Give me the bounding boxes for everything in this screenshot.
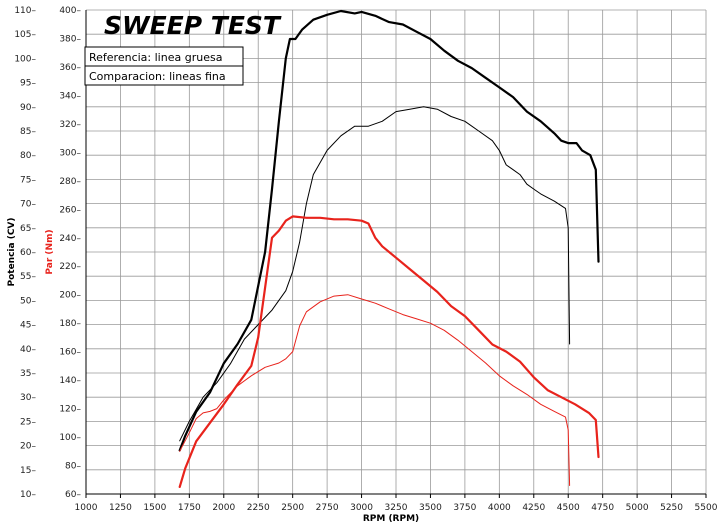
y-left-tick-label: 110–	[14, 6, 36, 16]
y-axis-left-title: Potencia (CV)	[7, 217, 17, 286]
series-layer	[178, 9, 600, 488]
y-left-tick-label: 65–	[20, 224, 36, 234]
y-right-tick-label: 80–	[65, 462, 81, 472]
y-left-tick-label: 20–	[20, 442, 36, 452]
x-tick-label: 5500	[695, 503, 718, 513]
y-right-tick-label: 140–	[59, 376, 81, 386]
x-tick-label: 1750	[178, 503, 201, 513]
y-right-tick-label: 340–	[59, 91, 81, 101]
x-tick-label: 3500	[419, 503, 442, 513]
y-right-tick-label: 160–	[59, 348, 81, 358]
x-tick-label: 3000	[350, 503, 373, 513]
y-right-tick-label: 360–	[59, 63, 81, 73]
x-tick-label: 4000	[488, 503, 511, 513]
series-line-torque-thick	[178, 215, 600, 488]
y-left-tick-label: 90–	[20, 103, 36, 113]
x-tick-label: 1250	[109, 503, 132, 513]
left-axis-ticks: 10– 15– 20– 25– 30– 35– 40– 45– 50– 55– 60– 65– 70– 7…	[14, 6, 36, 500]
y-left-tick-label: 100–	[14, 54, 36, 64]
y-right-tick-label: 60–	[65, 490, 81, 500]
y-right-tick-label: 200–	[59, 291, 81, 301]
y-axis-right-title: Par (Nm)	[45, 229, 55, 274]
y-right-tick-label: 240–	[59, 234, 81, 244]
series-line-power-thick	[178, 9, 600, 452]
y-left-tick-label: 30–	[20, 393, 36, 403]
y-right-tick-label: 280–	[59, 177, 81, 187]
y-left-tick-label: 80–	[20, 151, 36, 161]
x-tick-label: 5250	[660, 503, 683, 513]
x-tick-label: 2500	[281, 503, 304, 513]
x-axis-ticks: 1000 1250 1500 1750 2000 2250 2500 2750 3000 3250…	[75, 494, 718, 513]
x-tick-label: 4500	[557, 503, 580, 513]
y-left-tick-label: 60–	[20, 248, 36, 258]
y-right-tick-label: 380–	[59, 34, 81, 44]
x-tick-label: 5000	[626, 503, 649, 513]
y-right-tick-label: 400–	[59, 6, 81, 16]
y-right-tick-label: 320–	[59, 120, 81, 130]
y-left-tick-label: 75–	[20, 175, 36, 185]
y-right-tick-label: 300–	[59, 148, 81, 158]
y-right-tick-label: 120–	[59, 405, 81, 415]
y-left-tick-label: 55–	[20, 272, 36, 282]
y-left-tick-label: 70–	[20, 200, 36, 210]
x-tick-label: 2750	[316, 503, 339, 513]
legend: Referencia: linea gruesa Comparacion: li…	[84, 46, 244, 86]
y-left-tick-label: 95–	[20, 79, 36, 89]
y-left-tick-label: 105–	[14, 30, 36, 40]
y-right-tick-label: 220–	[59, 262, 81, 272]
x-tick-label: 4250	[522, 503, 545, 513]
x-tick-label: 3750	[453, 503, 476, 513]
legend-entry-comparison: Comparacion: lineas fina	[89, 70, 226, 83]
series-line-power-thin	[179, 106, 571, 442]
legend-entry-reference: Referencia: linea gruesa	[89, 51, 222, 64]
y-left-tick-label: 10–	[20, 490, 36, 500]
chart-title: SWEEP TEST	[104, 11, 282, 40]
y-left-tick-label: 15–	[20, 466, 36, 476]
y-left-tick-label: 25–	[20, 417, 36, 427]
x-axis-title: RPM (RPM)	[363, 514, 419, 524]
x-tick-label: 2250	[247, 503, 270, 513]
y-left-tick-label: 35–	[20, 369, 36, 379]
x-tick-label: 1000	[75, 503, 98, 513]
y-left-tick-label: 45–	[20, 321, 36, 331]
x-tick-label: 2000	[212, 503, 235, 513]
y-right-tick-label: 180–	[59, 319, 81, 329]
y-right-tick-label: 100–	[59, 433, 81, 443]
right-axis-ticks: 60– 80– 100– 120– 140– 160– 180– 200– 220– 240– 26…	[59, 6, 81, 500]
x-tick-label: 3250	[385, 503, 408, 513]
x-tick-label: 1500	[143, 503, 166, 513]
y-left-tick-label: 40–	[20, 345, 36, 355]
y-left-tick-label: 85–	[20, 127, 36, 137]
y-right-tick-label: 260–	[59, 205, 81, 215]
y-left-tick-label: 50–	[20, 296, 36, 306]
series-line-torque-thin	[179, 294, 571, 486]
x-tick-label: 4750	[591, 503, 614, 513]
